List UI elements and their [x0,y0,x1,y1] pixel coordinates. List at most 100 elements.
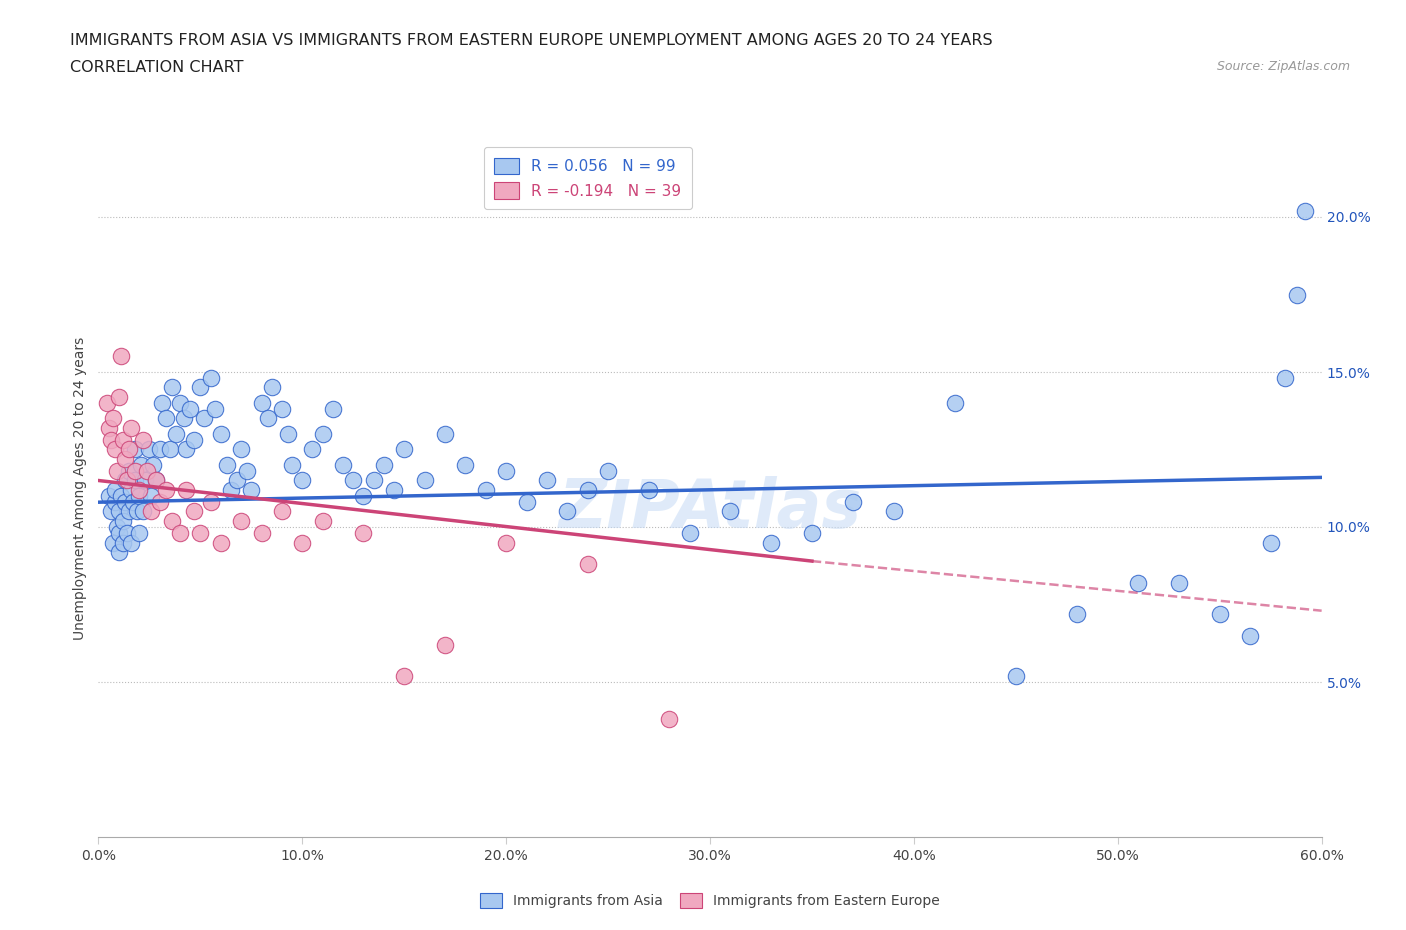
Point [598,464,620,479]
Point [100,432,122,447]
Point [169,395,191,410]
Point [145,473,167,488]
Point [352,488,374,503]
Point [169,525,191,540]
Point [270,504,294,519]
Point [1004,669,1026,684]
Point [392,442,416,457]
Point [128,483,150,498]
Point [134,473,156,488]
Point [382,483,405,498]
Point [111,513,134,528]
Point [105,520,128,535]
Point [1167,576,1189,591]
Point [291,535,314,550]
Point [188,380,212,395]
Point [179,402,201,417]
Point [132,432,155,447]
Point [576,557,599,572]
Point [188,525,212,540]
Point [679,525,702,540]
Point [322,402,344,417]
Point [128,525,150,540]
Point [250,525,273,540]
Point [142,458,165,472]
Point [231,442,253,457]
Point [97,420,120,435]
Point [105,464,128,479]
Point [281,458,304,472]
Point [883,504,905,519]
Point [122,495,145,510]
Point [434,427,457,442]
Point [108,504,131,519]
Point [312,513,335,528]
Point [174,483,197,498]
Point [260,380,283,395]
Point [165,427,187,442]
Point [155,411,177,426]
Legend: Immigrants from Asia, Immigrants from Eastern Europe: Immigrants from Asia, Immigrants from Ea… [474,887,946,914]
Point [193,411,215,426]
Point [215,458,238,472]
Point [1286,287,1309,302]
Point [128,488,150,503]
Point [110,349,132,364]
Point [174,442,197,457]
Point [200,495,222,510]
Point [200,371,222,386]
Point [1209,606,1232,621]
Point [118,504,141,519]
Point [516,495,538,510]
Point [108,525,131,540]
Point [114,473,136,488]
Point [114,451,136,466]
Point [209,427,232,442]
Point [943,395,966,410]
Point [101,411,124,426]
Point [138,442,160,457]
Point [120,483,142,498]
Point [495,464,517,479]
Point [101,535,124,550]
Point [111,432,134,447]
Point [454,458,477,472]
Text: Source: ZipAtlas.com: Source: ZipAtlas.com [1216,60,1350,73]
Point [557,504,579,519]
Point [127,504,149,519]
Point [576,483,599,498]
Point [96,395,118,410]
Point [149,442,172,457]
Point [801,525,824,540]
Point [332,458,354,472]
Point [1274,371,1296,386]
Point [474,483,498,498]
Point [97,488,120,503]
Point [270,402,294,417]
Point [124,442,146,457]
Point [413,473,436,488]
Point [115,525,138,540]
Point [150,395,173,410]
Point [104,483,127,498]
Text: ZIPAtlas: ZIPAtlas [558,476,862,542]
Point [110,488,132,503]
Point [1294,204,1316,219]
Point [160,513,183,528]
Point [159,442,181,457]
Point [209,535,232,550]
Point [173,411,195,426]
Point [495,535,517,550]
Point [141,504,163,519]
Point [256,411,278,426]
Point [114,495,136,510]
Point [226,473,249,488]
Point [118,464,141,479]
Point [392,669,416,684]
Point [720,504,742,519]
Point [104,495,127,510]
Point [145,473,167,488]
Point [155,483,177,498]
Point [342,473,364,488]
Point [219,483,242,498]
